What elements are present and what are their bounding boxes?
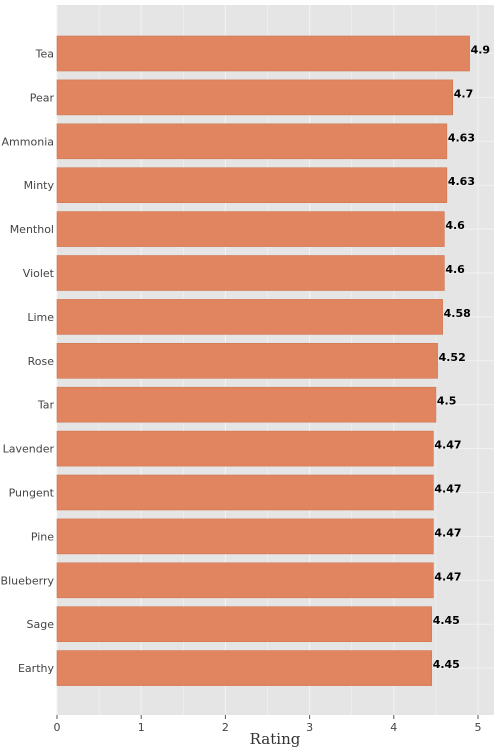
bar-rose xyxy=(56,342,438,379)
bar-earthy xyxy=(56,650,432,686)
value-label: 4.63 xyxy=(448,131,475,144)
x-tick-label: 2 xyxy=(222,721,229,734)
value-label: 4.6 xyxy=(445,263,465,276)
category-label: Violet xyxy=(23,267,55,280)
value-label: 4.63 xyxy=(448,175,475,188)
category-label: Ammonia xyxy=(2,135,54,148)
value-label: 4.47 xyxy=(434,439,461,452)
category-label: Lavender xyxy=(3,443,55,456)
value-label: 4.47 xyxy=(434,526,461,539)
value-label: 4.5 xyxy=(437,395,457,408)
bar-violet xyxy=(56,255,445,291)
category-labels: Tea Pear Ammonia Minty Menthol Violet Lime Rose… xyxy=(1,48,55,676)
value-label: 4.45 xyxy=(433,614,460,627)
bar-lavender xyxy=(56,430,434,467)
category-label: Pear xyxy=(30,91,55,104)
value-label: 4.6 xyxy=(445,219,465,232)
category-label: Blueberry xyxy=(1,574,55,587)
x-tick-label: 5 xyxy=(475,721,482,734)
value-label: 4.9 xyxy=(471,44,491,57)
value-label: 4.58 xyxy=(444,307,471,320)
category-label: Pine xyxy=(31,530,54,543)
bar-blueberry xyxy=(56,562,434,599)
category-label: Menthol xyxy=(10,223,54,236)
category-label: Tea xyxy=(35,48,54,61)
bar-sage xyxy=(56,606,432,643)
bars-group xyxy=(56,35,470,686)
x-axis-ticks: 0 1 2 3 4 5 xyxy=(54,715,482,734)
category-label: Earthy xyxy=(18,662,54,675)
category-label: Pungent xyxy=(9,487,55,500)
bar-menthol xyxy=(56,211,445,247)
category-label: Rose xyxy=(28,355,55,368)
value-label: 4.47 xyxy=(434,483,461,496)
value-label: 4.52 xyxy=(439,351,466,364)
bar-ammonia xyxy=(56,123,448,160)
bar-pungent xyxy=(56,474,434,511)
category-label: Lime xyxy=(27,311,54,324)
value-label: 4.47 xyxy=(434,570,461,583)
bar-pine xyxy=(56,518,434,555)
category-label: Sage xyxy=(27,618,55,631)
category-label: Minty xyxy=(24,179,55,192)
x-tick-label: 3 xyxy=(306,721,313,734)
x-tick-label: 1 xyxy=(138,721,145,734)
value-labels: 4.9 4.7 4.63 4.63 4.6 4.6 4.58 4.52 4.5 4.47 4.47 4… xyxy=(433,44,490,672)
bar-tar xyxy=(56,386,437,423)
bar-lime xyxy=(56,299,443,335)
value-label: 4.7 xyxy=(454,87,474,100)
value-label: 4.45 xyxy=(433,658,460,671)
x-tick-label: 0 xyxy=(54,721,61,734)
bar-pear xyxy=(56,79,454,116)
x-tick-label: 4 xyxy=(390,721,397,734)
bar-tea xyxy=(56,35,470,72)
bar-minty xyxy=(56,167,448,203)
x-axis-title: Rating xyxy=(250,730,301,748)
category-label: Tar xyxy=(37,399,55,412)
